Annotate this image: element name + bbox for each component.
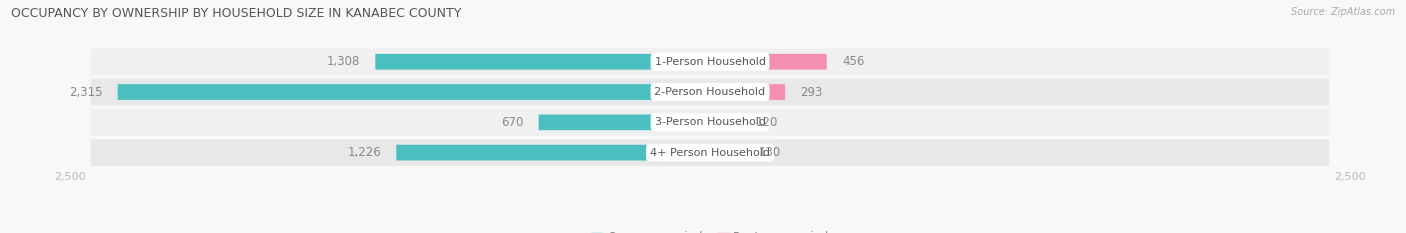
FancyBboxPatch shape (710, 145, 744, 161)
Text: 1,308: 1,308 (326, 55, 360, 68)
Text: 2-Person Household: 2-Person Household (654, 87, 766, 97)
Text: 2,315: 2,315 (69, 86, 103, 99)
Text: 120: 120 (756, 116, 779, 129)
Text: 456: 456 (842, 55, 865, 68)
FancyBboxPatch shape (710, 84, 785, 100)
Text: 293: 293 (800, 86, 823, 99)
FancyBboxPatch shape (375, 54, 710, 70)
FancyBboxPatch shape (710, 54, 827, 70)
FancyBboxPatch shape (538, 114, 710, 130)
Text: OCCUPANCY BY OWNERSHIP BY HOUSEHOLD SIZE IN KANABEC COUNTY: OCCUPANCY BY OWNERSHIP BY HOUSEHOLD SIZE… (11, 7, 461, 20)
Text: 3-Person Household: 3-Person Household (655, 117, 765, 127)
FancyBboxPatch shape (91, 48, 1329, 75)
Text: Source: ZipAtlas.com: Source: ZipAtlas.com (1291, 7, 1395, 17)
FancyBboxPatch shape (118, 84, 710, 100)
Text: 4+ Person Household: 4+ Person Household (650, 148, 770, 158)
Legend: Owner-occupied, Renter-occupied: Owner-occupied, Renter-occupied (586, 227, 834, 233)
FancyBboxPatch shape (91, 109, 1329, 136)
Text: 1,226: 1,226 (347, 146, 381, 159)
FancyBboxPatch shape (91, 139, 1329, 166)
Text: 1-Person Household: 1-Person Household (655, 57, 765, 67)
FancyBboxPatch shape (91, 79, 1329, 105)
FancyBboxPatch shape (710, 114, 741, 130)
Text: 670: 670 (501, 116, 523, 129)
Text: 130: 130 (759, 146, 780, 159)
FancyBboxPatch shape (396, 145, 710, 161)
